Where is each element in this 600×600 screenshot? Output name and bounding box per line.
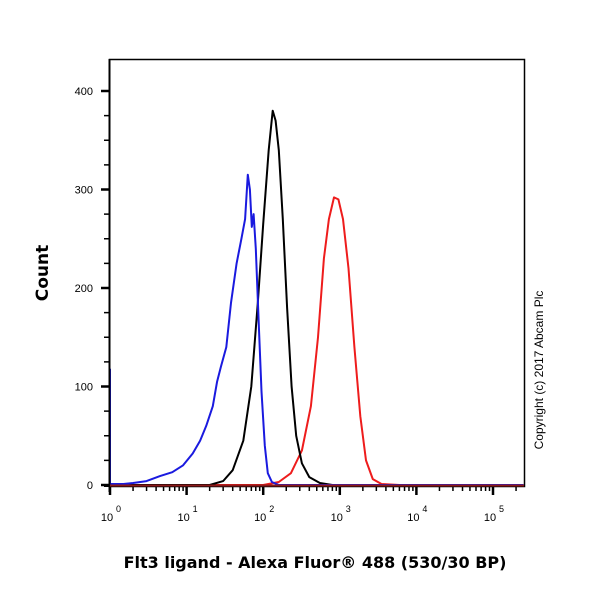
black-histogram-curve (110, 109, 524, 486)
x-tick-label: 10 (331, 512, 343, 524)
red-histogram-curve (110, 196, 524, 486)
copyright-text: Copyright (c) 2017 Abcam Plc (532, 291, 546, 450)
y-tick-label: 100 (75, 382, 93, 394)
x-tick-exponent: 3 (346, 504, 351, 514)
x-tick-label: 10 (254, 512, 266, 524)
y-tick-label: 400 (75, 86, 93, 98)
x-tick-exponent: 4 (422, 504, 427, 514)
y-tick-label: 200 (75, 283, 93, 295)
y-tick-label: 300 (75, 185, 93, 197)
x-tick-exponent: 1 (193, 504, 198, 514)
y-axis-label: Count (33, 245, 53, 302)
x-tick-exponent: 5 (499, 504, 504, 514)
plot-area (108, 58, 526, 488)
y-tick-label: 0 (87, 480, 93, 492)
x-tick-label: 10 (101, 512, 113, 524)
blue-histogram-curve (109, 173, 524, 486)
y-axis: 0 100 200 300 400 (75, 86, 109, 492)
x-tick-exponent: 2 (269, 504, 274, 514)
x-tick-exponent: 0 (116, 504, 121, 514)
x-axis-label: Flt3 ligand - Alexa Fluor® 488 (530/30 B… (124, 553, 507, 572)
x-tick-label: 10 (407, 512, 419, 524)
x-tick-label: 10 (177, 512, 189, 524)
histogram-curves (109, 109, 524, 486)
x-tick-label: 10 (484, 512, 496, 524)
